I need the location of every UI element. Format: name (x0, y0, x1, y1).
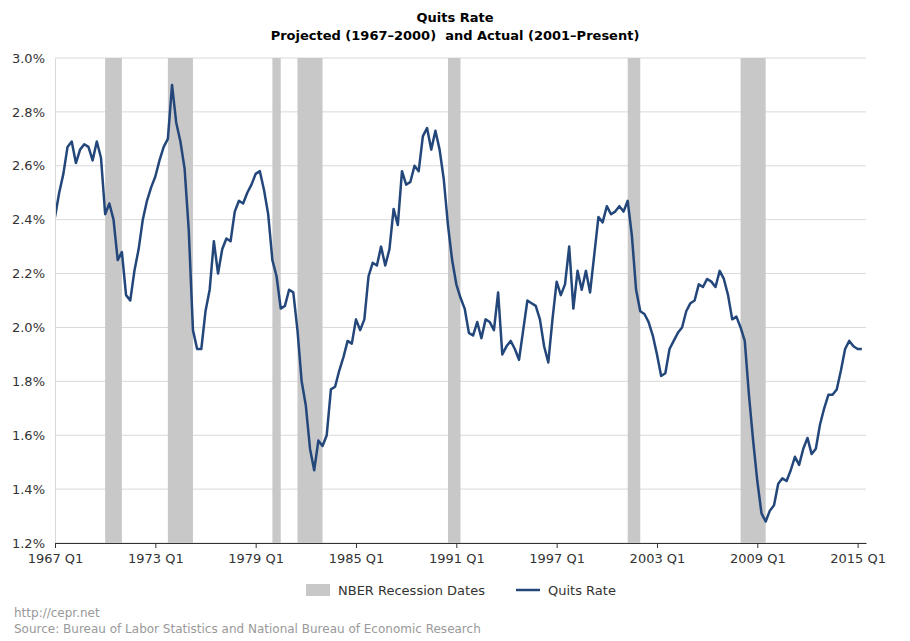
x-tick-label: 1997 Q1 (529, 551, 585, 566)
x-tick-mark (757, 543, 758, 548)
x-tick-mark (55, 543, 56, 548)
y-tick-label: 2.4% (12, 212, 45, 227)
y-tick: 1.2% (12, 536, 55, 551)
y-tick-label: 1.4% (12, 482, 45, 497)
x-tick: 2003 Q1 (630, 543, 686, 566)
legend: NBER Recession Dates Quits Rate (306, 583, 616, 598)
y-tick: 1.4% (12, 482, 55, 497)
legend-swatch (306, 584, 330, 596)
x-tick-mark (356, 543, 357, 548)
y-tick: 2.4% (12, 212, 55, 227)
y-tick-label: 1.8% (12, 374, 45, 389)
x-tick-mark (155, 543, 156, 548)
x-tick-label: 1991 Q1 (429, 551, 485, 566)
y-tick-label: 2.0% (12, 320, 45, 335)
x-tick: 1973 Q1 (128, 543, 184, 566)
y-tick: 2.0% (12, 320, 55, 335)
y-tick-label: 1.6% (12, 428, 45, 443)
x-tick: 1991 Q1 (429, 543, 485, 566)
y-tick-label: 3.0% (12, 51, 45, 66)
x-tick-label: 1967 Q1 (28, 551, 84, 566)
y-tick-label: 2.6% (12, 158, 45, 173)
y-tick: 1.6% (12, 428, 55, 443)
x-tick-label: 1973 Q1 (128, 551, 184, 566)
grid (55, 58, 866, 543)
recession-band (448, 58, 461, 543)
source: Source: Bureau of Labor Statistics and N… (14, 622, 481, 636)
y-tick-label: 1.2% (12, 536, 45, 551)
x-tick-mark (557, 543, 558, 548)
x-tick: 1985 Q1 (329, 543, 385, 566)
y-tick: 2.2% (12, 266, 55, 281)
legend-label: Quits Rate (548, 583, 616, 598)
y-tick-label: 2.2% (12, 266, 45, 281)
x-tick-mark (858, 543, 859, 548)
x-tick: 1979 Q1 (228, 543, 284, 566)
recession-band (105, 58, 122, 543)
y-axis-line (55, 59, 56, 544)
x-tick: 1967 Q1 (28, 543, 84, 566)
title: Quits Rate (416, 10, 493, 25)
x-tick-mark (456, 543, 457, 548)
x-tick-label: 1979 Q1 (228, 551, 284, 566)
x-axis: 1967 Q1 1973 Q1 1979 Q1 1985 Q1 1991 Q1 1997 … (28, 543, 886, 566)
x-tick-label: 2003 Q1 (630, 551, 686, 566)
recession-band (297, 58, 322, 543)
recession-band (741, 58, 766, 543)
x-tick-label: 2015 Q1 (830, 551, 886, 566)
subtitle: Projected (1967–2000) and Actual (2001–P… (271, 28, 640, 43)
recession-band (168, 58, 193, 543)
chart: Quits Rate Projected (1967–2000) and Actu… (0, 0, 910, 641)
x-tick-mark (256, 543, 257, 548)
x-tick-mark (657, 543, 658, 548)
x-tick: 2009 Q1 (730, 543, 786, 566)
y-tick-label: 2.8% (12, 105, 45, 120)
y-tick: 1.8% (12, 374, 55, 389)
credit: http://cepr.net (14, 606, 100, 620)
x-tick: 2015 Q1 (830, 543, 886, 566)
plot-area (55, 58, 862, 543)
series-line (55, 85, 862, 521)
legend-label: NBER Recession Dates (338, 583, 485, 598)
x-axis-line (56, 543, 867, 544)
y-axis: 1.2% 1.4% 1.6% 1.8% 2.0% 2.2% 2.4% 2.6% 2.8% 3.0% (12, 51, 56, 551)
legend-swatch (516, 589, 540, 592)
y-tick: 3.0% (12, 51, 55, 66)
x-tick: 1997 Q1 (529, 543, 585, 566)
y-tick: 2.8% (12, 105, 55, 120)
x-tick-label: 2009 Q1 (730, 551, 786, 566)
y-tick: 2.6% (12, 158, 55, 173)
x-tick-label: 1985 Q1 (329, 551, 385, 566)
